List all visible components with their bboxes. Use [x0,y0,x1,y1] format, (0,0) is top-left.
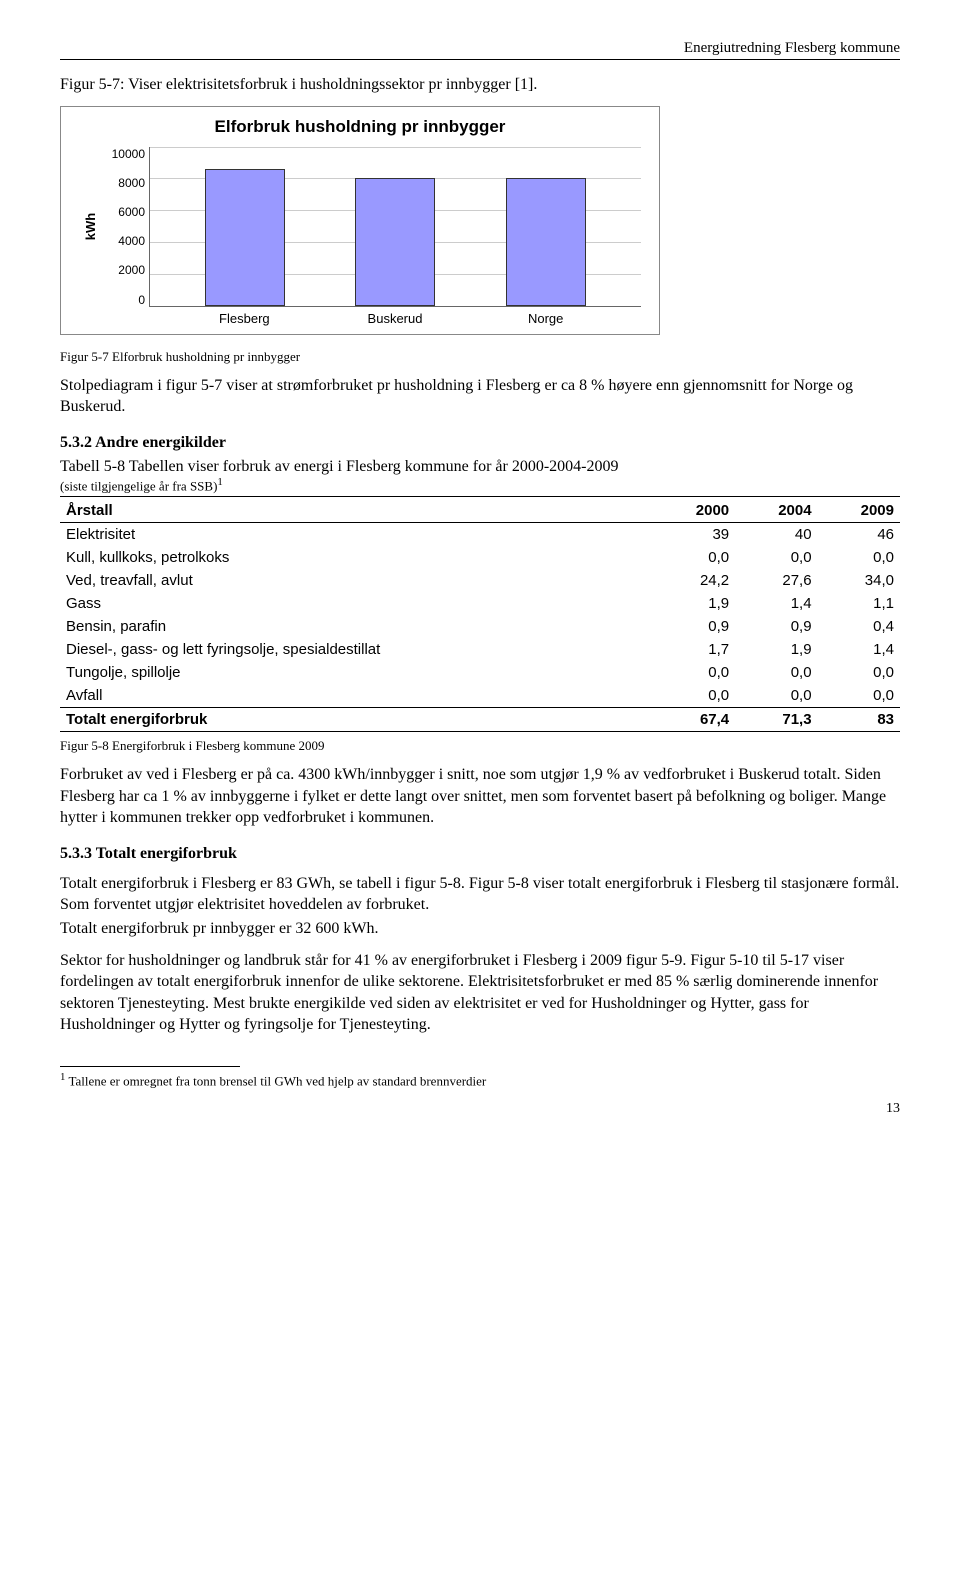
ssb-note: (siste tilgjengelige år fra SSB)1 [60,476,900,497]
table-row: Bensin, parafin0,90,90,4 [60,615,900,638]
table-cell: 0,0 [735,684,817,708]
table-cell: Avfall [60,684,653,708]
col-arstall: Årstall [60,499,653,523]
section-5-3-2-head: 5.3.2 Andre energikilder [60,434,900,452]
table-cell: 1,7 [653,638,735,661]
para-forbruk: Forbruket av ved i Flesberg er på ca. 43… [60,764,900,829]
energy-table: Årstall 2000 2004 2009 Elektrisitet39404… [60,499,900,732]
plot-grid [149,147,641,307]
table-cell: 1,1 [818,592,900,615]
table-cell: 0,0 [653,684,735,708]
x-tick: Flesberg [169,311,320,326]
table-cell: 0,0 [818,661,900,684]
table-cell: 0,0 [818,546,900,569]
table-cell: 1,9 [735,638,817,661]
bar-buskerud [355,178,435,305]
figure-5-7-subcaption: Figur 5-7 Elforbruk husholdning pr innby… [60,349,900,365]
table-5-8-intro: Tabell 5-8 Tabellen viser forbruk av ene… [60,458,900,476]
table-cell: 40 [735,523,817,547]
total-label: Totalt energiforbruk [60,708,653,732]
table-row: Avfall0,00,00,0 [60,684,900,708]
total-2000: 67,4 [653,708,735,732]
y-tick: 10000 [103,147,145,161]
table-cell: 0,9 [653,615,735,638]
total-2009: 83 [818,708,900,732]
table-cell: 1,4 [818,638,900,661]
chart-plot: kWh 10000 8000 6000 4000 2000 0 [79,147,641,307]
table-row: Gass1,91,41,1 [60,592,900,615]
ssb-note-text: (siste tilgjengelige år fra SSB) [60,478,217,493]
col-2004: 2004 [735,499,817,523]
table-row: Diesel-, gass- og lett fyringsolje, spes… [60,638,900,661]
doc-header: Energiutredning Flesberg kommune [60,40,900,57]
table-cell: 0,0 [653,661,735,684]
x-tick: Norge [470,311,621,326]
figure-5-7-caption: Figur 5-7: Viser elektrisitetsforbruk i … [60,74,900,96]
y-tick: 6000 [103,205,145,219]
chart-container: Elforbruk husholdning pr innbygger kWh 1… [60,106,660,335]
table-cell: Elektrisitet [60,523,653,547]
table-cell: 0,4 [818,615,900,638]
y-axis-ticks: 10000 8000 6000 4000 2000 0 [103,147,149,307]
table-cell: 1,4 [735,592,817,615]
para-5-3-3b: Totalt energiforbruk pr innbygger er 32 … [60,918,900,940]
footnote: 1 Tallene er omregnet fra tonn brensel t… [60,1071,900,1089]
table-cell: 0,0 [735,661,817,684]
bar-norge [506,178,586,305]
y-axis-label: kWh [84,213,99,240]
bars-wrap [150,147,641,306]
x-axis-labels: Flesberg Buskerud Norge [149,307,641,326]
table-cell: 46 [818,523,900,547]
table-row: Tungolje, spillolje0,00,00,0 [60,661,900,684]
footnote-sup: 1 [60,1071,65,1083]
y-tick: 0 [103,293,145,307]
figure-5-8-subcaption: Figur 5-8 Energiforbruk i Flesberg kommu… [60,738,900,754]
footnote-separator [60,1066,240,1067]
table-cell: 1,9 [653,592,735,615]
total-2004: 71,3 [735,708,817,732]
bar-flesberg [205,169,285,306]
table-cell: 0,0 [818,684,900,708]
table-cell: 0,0 [653,546,735,569]
table-cell: Diesel-, gass- og lett fyringsolje, spes… [60,638,653,661]
para-5-3-3a: Totalt energiforbruk i Flesberg er 83 GW… [60,873,900,916]
y-tick: 4000 [103,234,145,248]
header-rule [60,59,900,60]
table-cell: 0,0 [735,546,817,569]
table-cell: 39 [653,523,735,547]
para-stolpediagram: Stolpediagram i figur 5-7 viser at strøm… [60,375,900,418]
table-cell: Kull, kullkoks, petrolkoks [60,546,653,569]
table-row: Elektrisitet394046 [60,523,900,547]
table-cell: Gass [60,592,653,615]
ssb-sup: 1 [217,476,222,488]
col-2009: 2009 [818,499,900,523]
x-tick: Buskerud [320,311,471,326]
para-sektor: Sektor for husholdninger og landbruk stå… [60,950,900,1036]
table-total-row: Totalt energiforbruk 67,4 71,3 83 [60,708,900,732]
table-cell: 0,9 [735,615,817,638]
table-cell: Ved, treavfall, avlut [60,569,653,592]
table-header-row: Årstall 2000 2004 2009 [60,499,900,523]
table-row: Kull, kullkoks, petrolkoks0,00,00,0 [60,546,900,569]
col-2000: 2000 [653,499,735,523]
section-5-3-3-head: 5.3.3 Totalt energiforbruk [60,845,900,863]
chart-title: Elforbruk husholdning pr innbygger [79,117,641,137]
table-cell: 24,2 [653,569,735,592]
y-tick: 2000 [103,263,145,277]
y-axis-label-wrap: kWh [79,147,103,307]
table-row: Ved, treavfall, avlut24,227,634,0 [60,569,900,592]
footnote-text: Tallene er omregnet fra tonn brensel til… [68,1073,486,1088]
table-cell: 34,0 [818,569,900,592]
y-tick: 8000 [103,176,145,190]
table-cell: Tungolje, spillolje [60,661,653,684]
page-number: 13 [60,1101,900,1117]
table-cell: 27,6 [735,569,817,592]
table-cell: Bensin, parafin [60,615,653,638]
